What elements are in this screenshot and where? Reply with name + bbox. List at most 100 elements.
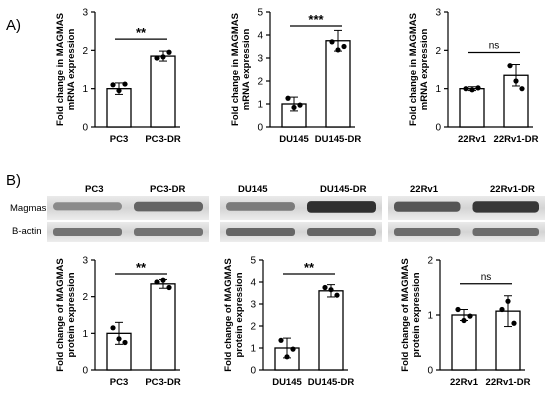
y-tick-label: 0	[82, 123, 88, 134]
y-tick-label: 1	[435, 84, 441, 95]
y-tick-label: 1	[82, 329, 88, 340]
y-tick-label: 5	[250, 256, 256, 267]
blot-group-1: PC3 PC3-DR	[47, 184, 209, 242]
data-point	[166, 284, 172, 291]
data-point	[278, 337, 284, 343]
category-label: 22Rv1-DR	[494, 134, 539, 145]
data-point	[341, 43, 347, 50]
significance-label: **	[304, 260, 315, 275]
significance-label: ns	[481, 272, 492, 283]
data-point	[285, 95, 291, 101]
y-tick-label: 2	[82, 292, 88, 303]
category-label: DU145-DR	[308, 377, 355, 388]
data-point	[291, 104, 297, 111]
category-label: DU145-DR	[315, 134, 362, 145]
data-point	[110, 325, 116, 331]
y-axis-title: Fold change in MAGMASmRNA expression	[55, 13, 77, 126]
blot-header-label: 22Rv1	[410, 184, 439, 195]
significance-label: ***	[308, 12, 324, 27]
magmas-band	[307, 201, 376, 213]
data-point	[467, 313, 473, 319]
y-tick-label: 2	[435, 46, 441, 57]
chart-5: 0 1 2 3 4 5 Fold change of MAGMASprotein expre…	[223, 256, 354, 389]
b-actin-band	[394, 228, 461, 236]
blot-header-label: PC3	[85, 184, 103, 195]
western-blot-layer: Magmas B-actin PC3 PC3-DR DU145 DU145-DR 22R…	[10, 184, 545, 242]
bar-pc3-dr	[150, 283, 176, 371]
data-point	[160, 277, 166, 283]
bar-du145-dr	[318, 290, 344, 371]
y-tick-label: 4	[257, 31, 263, 42]
y-tick-label: 2	[427, 256, 433, 267]
data-point	[154, 55, 160, 61]
category-label: 22Rv1	[458, 134, 487, 145]
blot-row-label-magmas: Magmas	[10, 203, 47, 214]
category-label: PC3-DR	[145, 134, 181, 145]
data-point	[110, 82, 116, 88]
y-tick-label: 0	[250, 366, 256, 377]
y-tick-label: 4	[250, 278, 256, 289]
data-point	[328, 287, 334, 293]
magmas-band	[394, 201, 461, 212]
y-tick-label: 1	[250, 344, 256, 355]
y-tick-label: 0	[427, 366, 433, 377]
y-tick-label: 1	[427, 311, 433, 322]
blot-header-label: DU145-DR	[320, 184, 367, 195]
blot-header-label: 22Rv1-DR	[490, 184, 535, 195]
b-actin-band	[53, 228, 122, 236]
b-actin-band	[134, 228, 203, 236]
data-point	[475, 85, 481, 91]
data-point	[116, 87, 122, 94]
y-tick-label: 5	[257, 8, 263, 19]
significance-label: **	[136, 25, 147, 40]
blot-strip-b-actin	[388, 222, 545, 242]
y-tick-label: 1	[257, 100, 263, 111]
blot-group-2: DU145 DU145-DR	[220, 184, 382, 242]
chart-6: 0 1 2 Fold change of MAGMASprotein expressi…	[400, 256, 531, 389]
data-point	[335, 47, 341, 53]
data-point	[334, 292, 340, 298]
data-point	[463, 86, 469, 92]
charts-layer: 0 1 2 3 Fold change in MAGMASmRNA expression…	[55, 8, 539, 389]
data-point	[160, 54, 166, 60]
chart-3: 0 1 2 3 Fold change in MAGMASmRNA expression…	[408, 8, 539, 146]
data-point	[507, 63, 513, 69]
data-point	[290, 346, 296, 352]
bar-du145-dr	[325, 40, 351, 128]
y-tick-label: 3	[435, 8, 441, 19]
category-label: 22Rv1	[450, 377, 479, 388]
panel-label-b: B)	[6, 172, 21, 189]
category-label: DU145	[272, 377, 302, 388]
y-tick-label: 2	[82, 46, 88, 57]
b-actin-band	[472, 228, 539, 236]
y-tick-label: 2	[250, 322, 256, 333]
data-point	[455, 306, 461, 313]
y-axis-title: Fold change in MAGMASmRNA expression	[408, 13, 430, 126]
y-tick-label: 3	[257, 54, 263, 65]
y-tick-label: 0	[435, 123, 441, 134]
y-axis-title: Fold change of MAGMASprotein expression	[223, 258, 245, 371]
panel-label-a: A)	[6, 17, 21, 34]
data-point	[499, 306, 505, 313]
bar-22rv1-dr	[503, 74, 529, 128]
significance-label: ns	[489, 41, 500, 52]
data-point	[122, 339, 128, 346]
bar-22rv1	[451, 314, 477, 371]
data-point	[122, 81, 128, 87]
bar-pc3	[106, 88, 132, 128]
y-tick-label: 0	[257, 123, 263, 134]
y-axis-title: Fold change of MAGMASprotein expression	[55, 258, 77, 371]
b-actin-band	[307, 228, 376, 236]
data-point	[513, 78, 519, 84]
y-tick-label: 2	[257, 77, 263, 88]
y-tick-label: 1	[82, 84, 88, 95]
y-axis-title: Fold change in MAGMASmRNA expression	[230, 13, 252, 126]
blot-strip-b-actin	[220, 222, 382, 242]
category-label: PC3-DR	[145, 377, 181, 388]
data-point	[329, 39, 335, 45]
magmas-band	[134, 201, 203, 212]
chart-1: 0 1 2 3 Fold change in MAGMASmRNA expression…	[55, 8, 181, 146]
data-point	[116, 336, 122, 342]
data-point	[505, 298, 511, 304]
